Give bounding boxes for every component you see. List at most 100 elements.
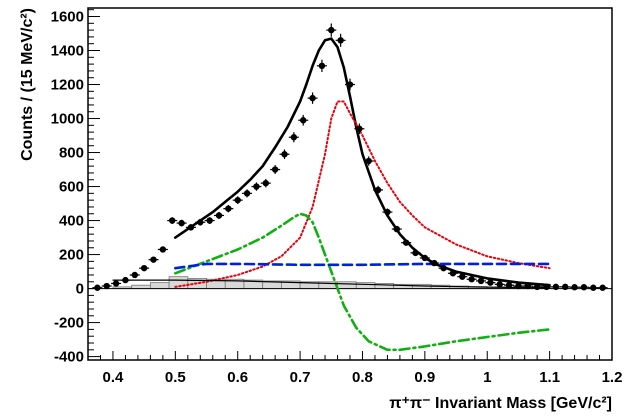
data-point: [438, 264, 449, 272]
data-point: [167, 217, 178, 224]
data-marker: [281, 151, 288, 158]
data-marker: [543, 283, 550, 291]
data-marker: [421, 254, 429, 262]
x-tick-label: 0.9: [414, 369, 435, 386]
data-point: [279, 149, 290, 160]
data-point: [588, 284, 599, 291]
data-marker: [365, 157, 372, 165]
data-point: [419, 254, 430, 262]
data-marker: [346, 81, 354, 88]
data-point: [195, 218, 206, 226]
data-marker: [356, 125, 363, 132]
data-point: [260, 178, 271, 188]
data-marker: [318, 62, 326, 70]
data-point: [410, 249, 421, 257]
data-marker: [533, 283, 541, 291]
x-axis-title: π⁺π⁻ Invariant Mass [GeV/c²]: [389, 395, 612, 412]
data-point: [101, 282, 112, 290]
data-marker: [524, 282, 531, 290]
x-tick-label: 0.5: [165, 369, 186, 386]
histogram-bin: [149, 282, 170, 289]
data-marker: [487, 279, 494, 286]
histogram-bin: [355, 282, 376, 289]
data-point: [532, 283, 543, 291]
data-point: [139, 264, 150, 272]
data-point: [504, 281, 515, 289]
y-tick-label: -400: [54, 349, 84, 366]
data-point: [541, 283, 552, 291]
data-point: [298, 114, 309, 126]
data-marker: [571, 284, 578, 291]
data-marker: [243, 190, 251, 197]
data-point: [214, 211, 224, 219]
data-point: [373, 185, 384, 195]
data-marker: [412, 249, 419, 257]
data-point: [157, 246, 168, 253]
data-point: [560, 283, 571, 291]
data-marker: [215, 212, 223, 219]
data-point: [232, 196, 243, 205]
data-point: [242, 189, 253, 198]
data-marker: [384, 208, 391, 216]
data-point: [270, 165, 281, 175]
data-point: [316, 59, 327, 72]
data-point: [251, 182, 262, 191]
y-tick-label: 600: [59, 179, 84, 196]
curve-dotted: [174, 100, 551, 288]
data-marker: [178, 219, 185, 227]
data-marker: [402, 239, 410, 246]
data-point: [129, 271, 140, 279]
data-marker: [140, 264, 148, 272]
data-marker: [169, 217, 176, 224]
data-point: [522, 282, 533, 290]
data-marker: [197, 219, 204, 226]
x-tick-label: 1.2: [602, 369, 623, 386]
data-marker: [112, 280, 120, 287]
data-marker: [599, 284, 606, 291]
data-point: [363, 156, 374, 166]
y-tick-label: 1200: [51, 77, 84, 94]
y-tick-label: 0: [76, 281, 84, 298]
x-tick-label: 1: [483, 369, 491, 386]
data-point: [223, 204, 234, 213]
x-axis: 0.4 0.5 0.6 0.7 0.8 0.9 1 1.1 1.2: [87, 351, 623, 386]
data-marker: [150, 256, 157, 263]
data-point: [326, 23, 337, 37]
data-point: [345, 78, 355, 91]
data-point: [185, 224, 196, 231]
data-point: [335, 33, 346, 47]
data-point: [391, 225, 402, 233]
y-tick-label: 1600: [51, 9, 84, 26]
histogram: [112, 276, 551, 289]
data-point: [288, 132, 299, 143]
data-point: [120, 276, 131, 284]
data-marker: [309, 94, 316, 102]
data-marker: [131, 271, 138, 279]
data-point: [447, 270, 458, 277]
histogram-bin: [337, 281, 357, 289]
y-tick-label: -200: [54, 315, 84, 332]
data-marker: [393, 225, 400, 233]
x-tick-label: 1.1: [539, 369, 560, 386]
data-marker: [234, 196, 241, 204]
x-tick-label: 0.6: [227, 369, 248, 386]
data-point: [92, 284, 103, 291]
curve-dashed: [174, 262, 551, 270]
data-marker: [580, 284, 588, 291]
data-point: [429, 259, 440, 267]
data-point: [476, 277, 486, 285]
fit-curves: [112, 37, 551, 352]
data-marker: [94, 284, 101, 291]
data-marker: [552, 283, 560, 291]
data-marker: [496, 281, 503, 288]
data-marker: [271, 166, 279, 173]
data-point: [550, 283, 561, 291]
data-marker: [431, 259, 438, 267]
data-point: [494, 281, 505, 288]
y-axis: -400 -200 0 200 400 600 800 1000 1200 1400 1600: [51, 9, 100, 366]
data-marker: [187, 224, 195, 231]
data-point: [354, 123, 365, 134]
y-axis-title: Counts / (15 MeV/c²): [19, 8, 36, 161]
data-point: [176, 219, 187, 227]
